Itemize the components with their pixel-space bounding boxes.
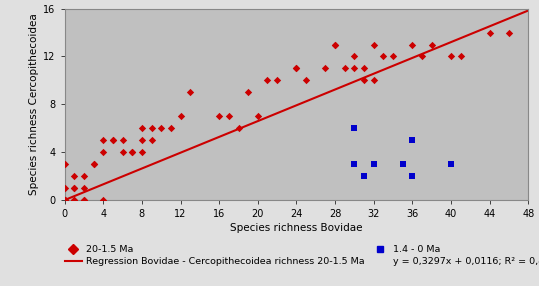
Point [408,174,417,178]
Point [215,114,224,119]
Point [418,54,426,59]
Point [80,198,88,202]
Point [118,150,127,154]
Point [427,42,436,47]
Point [99,138,108,143]
Point [350,66,359,71]
Point [70,174,79,178]
Point [147,126,156,131]
Y-axis label: Species richness Cercopithecoidea: Species richness Cercopithecoidea [29,13,39,195]
Point [186,90,195,95]
Point [331,42,340,47]
Point [505,30,513,35]
Point [350,54,359,59]
Point [447,162,455,166]
Point [80,198,88,202]
Point [60,198,69,202]
Point [292,66,301,71]
Point [89,162,98,166]
Point [244,90,252,95]
Point [408,138,417,143]
Point [408,42,417,47]
Point [80,174,88,178]
Point [331,42,340,47]
Point [369,42,378,47]
Point [379,54,388,59]
Point [360,66,368,71]
Point [137,126,146,131]
Point [99,150,108,154]
Point [398,162,407,166]
Point [350,126,359,131]
Point [263,78,272,83]
Point [80,186,88,190]
Point [157,126,165,131]
Point [273,78,281,83]
Point [60,198,69,202]
Point [128,150,136,154]
Point [360,174,368,178]
Point [128,150,136,154]
Point [253,114,262,119]
Point [302,78,310,83]
Point [70,198,79,202]
Point [234,126,243,131]
Point [485,30,494,35]
Point [60,186,69,190]
Point [360,78,368,83]
Point [118,138,127,143]
Point [109,138,118,143]
Point [109,138,118,143]
Point [137,138,146,143]
Point [147,138,156,143]
Point [176,114,185,119]
Point [99,198,108,202]
Point [457,54,465,59]
Point [60,162,69,166]
Point [70,186,79,190]
Point [70,198,79,202]
Point [60,198,69,202]
Point [167,126,175,131]
Point [60,198,69,202]
Point [341,66,349,71]
Point [447,54,455,59]
Legend: 20-1.5 Ma, Regression Bovidae - Cercopithecoidea richness 20-1.5 Ma, 1.4 - 0 Ma,: 20-1.5 Ma, Regression Bovidae - Cercopit… [65,245,539,266]
Point [321,66,330,71]
Point [292,66,301,71]
Point [225,114,233,119]
Point [137,150,146,154]
Point [369,78,378,83]
Point [389,54,397,59]
Point [89,162,98,166]
X-axis label: Species richness Bovidae: Species richness Bovidae [230,223,363,233]
Point [70,186,79,190]
Point [369,162,378,166]
Point [350,162,359,166]
